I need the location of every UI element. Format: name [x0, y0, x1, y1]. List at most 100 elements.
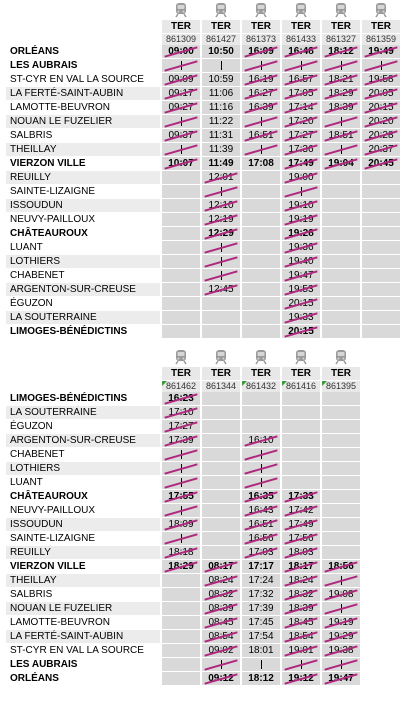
time-cell	[200, 503, 241, 518]
time-cell	[160, 114, 201, 129]
pass-through-mark	[220, 60, 222, 70]
green-flag-icon	[322, 381, 327, 386]
time-cell	[160, 587, 201, 602]
train-header[interactable]: TER 861433	[280, 2, 321, 45]
time-value: 10:59	[208, 74, 234, 85]
train-header[interactable]: TER 861462	[160, 349, 201, 392]
time-cell	[320, 142, 361, 157]
time-value: 17:54	[248, 631, 274, 642]
time-cell: 09:12	[200, 671, 241, 686]
time-cell: 17:24	[240, 573, 281, 588]
time-cell	[200, 310, 241, 325]
table-row: VIERZON VILLE18:2908:17 17:17 18:1718:56	[6, 559, 360, 574]
train-number-text: 861309	[165, 34, 197, 44]
time-cell: 19:47	[320, 671, 360, 686]
time-cell	[320, 212, 361, 227]
time-cell: 18:01	[240, 643, 281, 658]
time-cell	[160, 447, 201, 462]
time-cell: 18:32	[280, 587, 321, 602]
time-cell	[160, 268, 201, 283]
time-cell: 18:56	[320, 559, 360, 574]
time-cell	[240, 254, 281, 269]
time-cell: 09:09	[160, 72, 201, 87]
time-cell	[200, 296, 241, 311]
station-name: SALBRIS	[6, 587, 161, 602]
train-number: 861359	[362, 33, 400, 45]
time-cell	[200, 268, 241, 283]
time-cell: 09:02	[200, 643, 241, 658]
time-cell: 11:16	[200, 100, 241, 115]
time-cell	[160, 671, 201, 686]
table-row: ORLÉANS09:00 10:50 16:0916:4818:1219:49	[6, 45, 400, 59]
time-cell: 17:54	[240, 629, 281, 644]
time-cell: 19:12	[280, 671, 321, 686]
train-number: 861344	[202, 380, 240, 392]
time-cell: 16:57	[280, 72, 321, 87]
time-cell: 19:19	[320, 615, 360, 630]
train-icon	[295, 3, 307, 18]
train-header[interactable]: TER 861327	[320, 2, 361, 45]
time-value: 11:31	[208, 130, 234, 141]
time-cell	[280, 657, 321, 672]
station-name: NEUVY-PAILLOUX	[6, 212, 161, 227]
time-cell	[160, 324, 201, 339]
train-header[interactable]: TER 861359	[360, 2, 400, 45]
time-cell: 08:17	[200, 559, 241, 574]
time-cell: 18:09	[160, 517, 201, 532]
station-name: ÉGUZON	[6, 419, 161, 434]
timetable-return: TER 861462 TER 861344 TER 861432 TER 861416 TER 8…	[6, 349, 360, 686]
train-header[interactable]: TER 861427	[200, 2, 241, 45]
station-name: ISSOUDUN	[6, 198, 161, 213]
time-cell	[320, 282, 361, 297]
train-header[interactable]: TER 861416	[280, 349, 321, 392]
time-cell: 19:36	[280, 240, 321, 255]
time-value: 17:24	[248, 575, 274, 586]
time-cell	[160, 629, 201, 644]
time-cell	[320, 324, 361, 339]
train-header[interactable]: TER 861309	[160, 2, 201, 45]
table-row: NEUVY-PAILLOUX 16:4317:42	[6, 503, 360, 518]
time-cell	[160, 657, 201, 672]
station-name: LA SOUTERRAINE	[6, 310, 161, 325]
train-type: TER	[162, 20, 200, 33]
time-cell	[240, 226, 281, 241]
station-name: REUILLY	[6, 545, 161, 560]
time-cell: 16:51	[240, 517, 281, 532]
time-cell: 12:19	[200, 212, 241, 227]
table-row: LES AUBRAIS	[6, 657, 360, 672]
train-header[interactable]: TER 861373	[240, 2, 281, 45]
time-cell: 19:08	[320, 587, 360, 602]
table-row: ARGENTON-SUR-CREUSE17:39 16:10	[6, 433, 360, 448]
time-cell: 17:27	[160, 419, 201, 434]
train-icon	[375, 3, 387, 18]
time-cell: 08:39	[200, 601, 241, 616]
train-header[interactable]: TER 861395	[320, 349, 360, 392]
table-row: ST-CYR EN VAL LA SOURCE09:09 10:59 16:1916…	[6, 72, 400, 87]
time-cell	[320, 392, 360, 406]
table-row: LA SOUTERRAINE17:10	[6, 405, 360, 420]
time-cell: 17:33	[280, 489, 321, 504]
time-cell: 18:39	[280, 601, 321, 616]
time-cell: 16:23	[160, 392, 201, 406]
time-cell	[360, 226, 400, 241]
train-number-text: 861433	[285, 34, 317, 44]
train-header[interactable]: TER 861432	[240, 349, 281, 392]
table-row: ORLÉANS 09:12 18:12 19:1219:47	[6, 671, 360, 686]
time-cell	[320, 475, 360, 490]
time-cell	[360, 212, 400, 227]
table-row: CHABENET 19:47	[6, 268, 400, 283]
time-cell	[320, 433, 360, 448]
time-cell	[320, 170, 361, 185]
train-icon	[255, 3, 267, 18]
time-cell: 17:55	[160, 489, 201, 504]
time-cell	[320, 419, 360, 434]
station-name: CHÂTEAUROUX	[6, 489, 161, 504]
train-header[interactable]: TER 861344	[200, 349, 241, 392]
time-cell: 19:28	[280, 226, 321, 241]
train-number-text: 861427	[205, 34, 237, 44]
time-value: 18:12	[248, 673, 274, 684]
time-cell	[360, 268, 400, 283]
station-name: LES AUBRAIS	[6, 58, 161, 73]
time-cell: 17:14	[280, 100, 321, 115]
time-cell	[200, 184, 241, 199]
